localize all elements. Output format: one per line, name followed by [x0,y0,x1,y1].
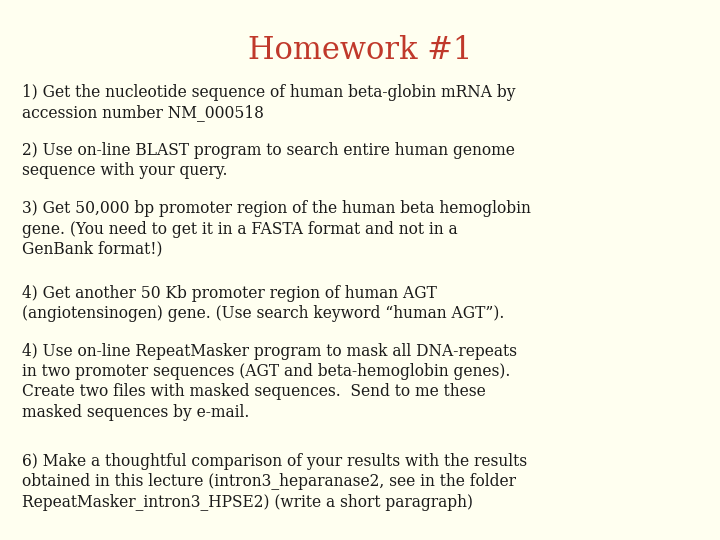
Text: 1) Get the nucleotide sequence of human beta-globin mRNA by
accession number NM_: 1) Get the nucleotide sequence of human … [22,84,515,121]
Text: Homework #1: Homework #1 [248,35,472,66]
Text: 4) Use on-line RepeatMasker program to mask all DNA-repeats
in two promoter sequ: 4) Use on-line RepeatMasker program to m… [22,343,517,421]
Text: 3) Get 50,000 bp promoter region of the human beta hemoglobin
gene. (You need to: 3) Get 50,000 bp promoter region of the … [22,200,531,258]
Text: 4) Get another 50 Kb promoter region of human AGT
(angiotensinogen) gene. (Use s: 4) Get another 50 Kb promoter region of … [22,285,504,322]
Text: 2) Use on-line BLAST program to search entire human genome
sequence with your qu: 2) Use on-line BLAST program to search e… [22,142,515,179]
Text: 6) Make a thoughtful comparison of your results with the results
obtained in thi: 6) Make a thoughtful comparison of your … [22,453,527,510]
